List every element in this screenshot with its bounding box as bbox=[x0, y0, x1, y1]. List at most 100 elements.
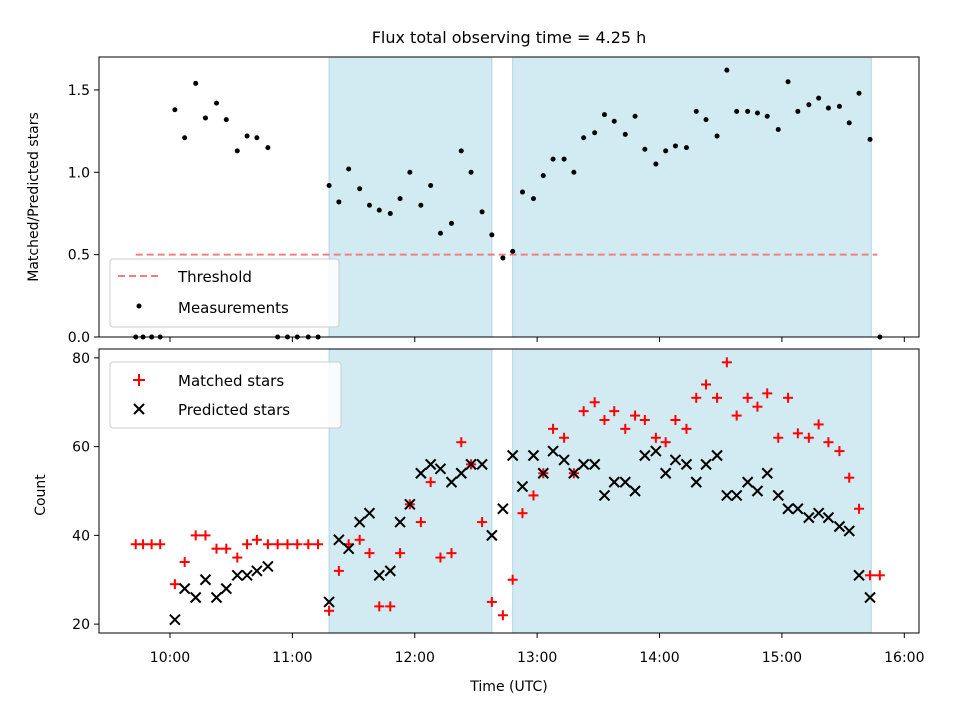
predicted-star-point bbox=[169, 613, 181, 626]
matched-star-point bbox=[854, 503, 865, 514]
measurement-point bbox=[816, 95, 822, 101]
matched-star-point bbox=[865, 570, 876, 581]
x-tick-label: 10:00 bbox=[150, 650, 190, 666]
bottom-axes-frame bbox=[98, 348, 920, 634]
predicted-star-point bbox=[497, 503, 509, 515]
predicted-star-point bbox=[803, 511, 815, 524]
matched-star-point bbox=[731, 410, 742, 421]
matched-star-point bbox=[507, 574, 518, 585]
matched-star-point bbox=[517, 508, 528, 519]
measurement-point bbox=[571, 169, 577, 175]
predicted-star-point bbox=[476, 458, 488, 471]
ratio-panel: 0.0 0.5 1.0 1.5 Flux total observing time =… bbox=[26, 28, 920, 346]
measurement-point bbox=[785, 79, 791, 85]
x-axis-label: Time (UTC) bbox=[469, 679, 547, 695]
predicted-star-point bbox=[558, 454, 570, 466]
measurement-point bbox=[530, 196, 536, 202]
matched-star-point bbox=[232, 552, 243, 563]
top-y-tick-label: 0.5 bbox=[68, 248, 90, 264]
predicted-star-point bbox=[455, 467, 467, 479]
measurement-point bbox=[632, 113, 638, 119]
measurement-point bbox=[223, 117, 229, 123]
bottom-y-tick-label: 60 bbox=[72, 440, 90, 456]
x-tick-label: 12:00 bbox=[395, 650, 435, 666]
matched-star-point bbox=[272, 539, 283, 550]
predicted-star-point bbox=[199, 574, 212, 586]
predicted-star-point bbox=[353, 516, 366, 528]
top-shaded-intervals bbox=[328, 56, 872, 338]
measurement-point bbox=[357, 186, 363, 192]
bottom-legend-box bbox=[109, 361, 342, 429]
matched-star-point bbox=[190, 530, 201, 541]
predicted-star-point bbox=[598, 489, 611, 502]
measurement-point bbox=[642, 146, 648, 152]
measurement-point bbox=[703, 117, 709, 123]
measurement-point bbox=[346, 166, 352, 172]
matched-star-point bbox=[578, 406, 589, 417]
measurement-point bbox=[326, 182, 332, 188]
matched-star-point bbox=[721, 357, 732, 368]
predicted-star-point bbox=[577, 458, 590, 471]
matched-star-point bbox=[609, 406, 620, 417]
matched-star-point bbox=[146, 539, 157, 550]
matched-star-point bbox=[211, 543, 222, 554]
x-tick-label: 16:00 bbox=[884, 650, 924, 666]
measurement-point bbox=[213, 100, 219, 106]
matched-star-point bbox=[823, 437, 834, 448]
legend-matched-label: Matched stars bbox=[178, 372, 284, 390]
predicted-star-point bbox=[741, 476, 754, 488]
matched-star-point bbox=[742, 392, 753, 403]
matched-star-point bbox=[620, 423, 631, 434]
matched-star-point bbox=[712, 392, 723, 403]
bottom-y-tick-label: 80 bbox=[72, 351, 90, 367]
measurement-point bbox=[601, 112, 607, 118]
predicted-star-point bbox=[547, 445, 559, 457]
matched-star-point bbox=[364, 548, 375, 559]
bottom-shade-0 bbox=[328, 348, 493, 634]
matched-star-point bbox=[292, 539, 303, 550]
top-axes-frame bbox=[98, 56, 920, 338]
predicted-star-point bbox=[730, 489, 743, 502]
matched-star-point bbox=[425, 477, 436, 488]
matched-star-point bbox=[486, 596, 497, 607]
measurement-point bbox=[244, 133, 250, 139]
matched-stars-points bbox=[130, 357, 885, 621]
matched-star-point bbox=[497, 610, 508, 621]
matched-star-point bbox=[385, 601, 396, 612]
predicted-star-point bbox=[853, 569, 865, 582]
legend-measurements-swatch bbox=[136, 303, 142, 309]
measurement-point bbox=[448, 220, 454, 226]
matched-star-point bbox=[251, 534, 262, 545]
predicted-star-point bbox=[537, 467, 549, 479]
predicted-star-point bbox=[772, 489, 784, 502]
measurement-point bbox=[366, 202, 372, 208]
matched-star-point bbox=[395, 548, 406, 559]
measurement-point bbox=[182, 135, 188, 141]
predicted-star-point bbox=[333, 534, 345, 546]
top-y-tick-label: 0.0 bbox=[68, 330, 90, 346]
measurement-point bbox=[867, 136, 873, 142]
measurement-point bbox=[672, 143, 678, 149]
predicted-star-point bbox=[822, 511, 835, 524]
predicted-star-point bbox=[659, 467, 672, 479]
measurement-point bbox=[428, 182, 434, 188]
predicted-star-point bbox=[629, 485, 641, 497]
top-legend: Threshold Measurements bbox=[109, 258, 340, 328]
predicted-star-point bbox=[761, 467, 773, 479]
predicted-star-point bbox=[588, 458, 601, 471]
measurement-point bbox=[683, 145, 689, 151]
matched-star-point bbox=[242, 539, 253, 550]
measurement-point bbox=[592, 130, 598, 136]
matched-star-point bbox=[630, 410, 641, 421]
bottom-y-tick-label: 20 bbox=[72, 617, 90, 633]
bottom-shade-1 bbox=[512, 348, 872, 634]
matched-star-point bbox=[701, 379, 712, 390]
measurement-point bbox=[500, 255, 506, 261]
matched-star-point bbox=[762, 388, 773, 399]
measurement-point bbox=[202, 115, 208, 121]
top-y-tick-label: 1.5 bbox=[68, 83, 90, 99]
measurement-point bbox=[825, 105, 831, 111]
predicted-star-point bbox=[782, 503, 794, 515]
matched-star-point bbox=[262, 539, 273, 550]
predicted-star-point bbox=[792, 503, 804, 515]
